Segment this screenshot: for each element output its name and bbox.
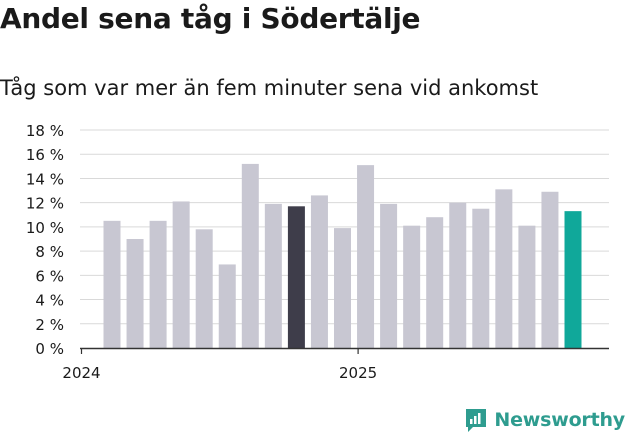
y-tick-label: 18 % (26, 122, 64, 140)
bar (541, 191, 559, 348)
bar (449, 202, 467, 348)
bar (103, 220, 121, 348)
bar (218, 264, 236, 348)
chart-title: Andel sena tåg i Södertälje (0, 2, 421, 35)
newsworthy-logo-icon (466, 409, 487, 432)
y-tick-label: 10 % (26, 219, 64, 237)
y-tick-label: 14 % (26, 170, 64, 188)
y-tick-label: 12 % (26, 195, 64, 213)
bar (334, 228, 351, 348)
bar (195, 229, 213, 348)
y-tick-label: 2 % (35, 316, 64, 334)
bar (287, 206, 305, 348)
bar (472, 208, 490, 348)
x-tick-label: 2024 (62, 364, 100, 382)
bar (518, 225, 536, 348)
y-tick-label: 0 % (35, 340, 64, 358)
bar (241, 163, 259, 348)
bar (426, 217, 444, 348)
bar (380, 203, 398, 348)
y-tick-label: 16 % (26, 146, 64, 164)
bar (126, 239, 144, 348)
y-tick-label: 4 % (35, 292, 64, 310)
bar (495, 189, 513, 348)
brand-logo: Newsworthy (464, 407, 625, 433)
bar (264, 203, 282, 348)
y-tick-label: 6 % (35, 267, 64, 285)
bar (172, 201, 190, 348)
bar (310, 195, 328, 348)
bar (149, 220, 167, 348)
x-tick-label: 2025 (339, 364, 377, 382)
brand-name: Newsworthy (494, 409, 625, 431)
chart-subtitle: Tåg som var mer än fem minuter sena vid … (0, 76, 539, 100)
bar (357, 165, 375, 348)
bar (564, 211, 582, 348)
y-tick-label: 8 % (35, 243, 64, 261)
bar (403, 225, 421, 348)
